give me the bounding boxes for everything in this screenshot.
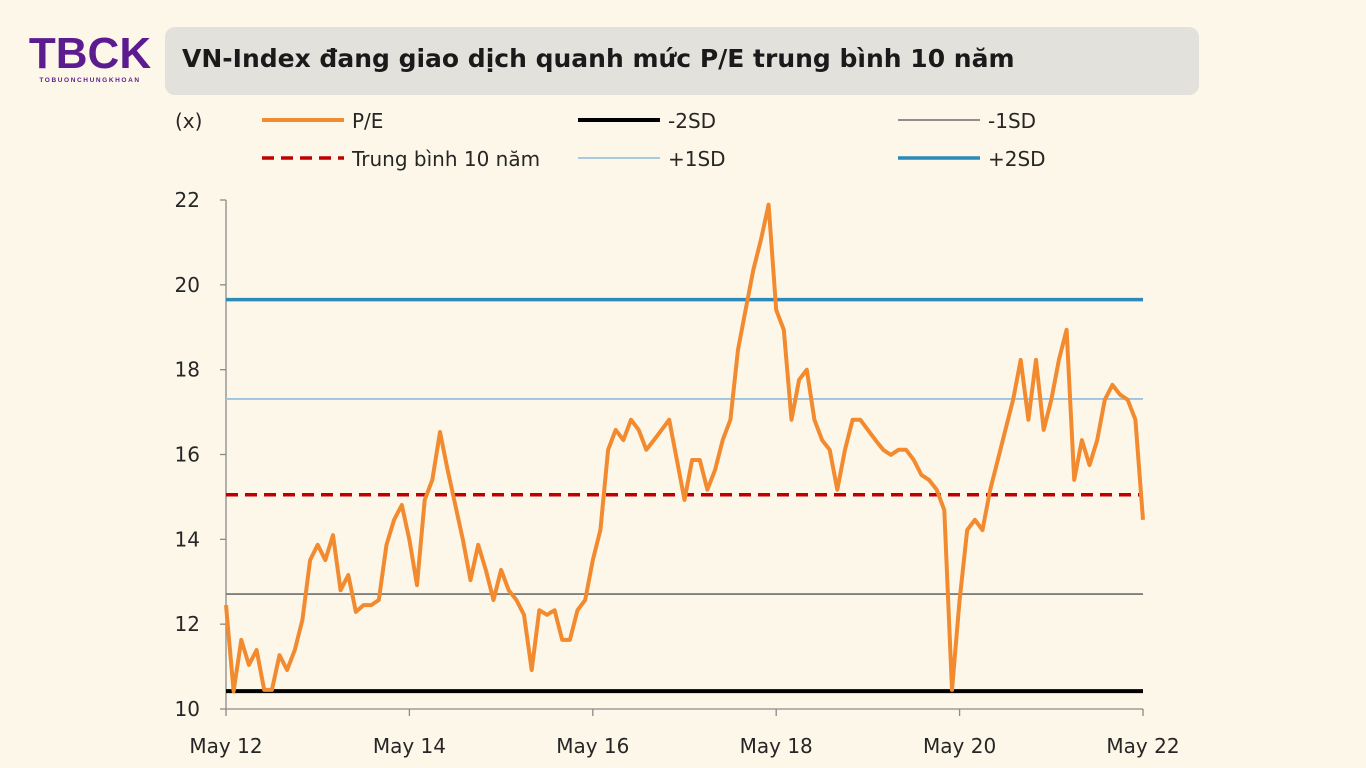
legend: P/E -2SD -1SD Trung bình 10 năm +1SD +2SD (262, 109, 1046, 171)
y-tick-label: 12 (175, 612, 200, 636)
y-tick-label: 10 (175, 697, 200, 721)
x-tick-label: May 18 (740, 734, 813, 758)
legend-label: P/E (352, 109, 383, 133)
logo-text: TBCK (28, 29, 152, 78)
logo: TBCK TOBUONCHUNGKHOAN (22, 29, 158, 85)
pe-series-line (224, 202, 1145, 694)
logo-subtext: TOBUONCHUNGKHOAN (39, 77, 141, 84)
axes: 10 12 14 16 18 20 22 May 12 May 14 May 16 May 18 Ma… (175, 188, 1180, 758)
legend-label: -2SD (668, 109, 716, 133)
y-unit-label: (x) (175, 109, 202, 133)
y-tick-label: 22 (175, 188, 200, 212)
y-tick-label: 14 (175, 527, 200, 551)
x-tick-label: May 22 (1106, 734, 1179, 758)
x-tick-label: May 14 (373, 734, 446, 758)
title-banner: VN-Index đang giao dịch quanh mức P/E tr… (165, 27, 1199, 95)
legend-label: Trung bình 10 năm (351, 147, 540, 171)
y-tick-label: 16 (175, 443, 200, 467)
series (224, 202, 1145, 694)
y-tick-label: 20 (175, 273, 200, 297)
x-tick-label: May 12 (189, 734, 262, 758)
chart-title: VN-Index đang giao dịch quanh mức P/E tr… (182, 44, 1015, 73)
x-tick-label: May 16 (556, 734, 629, 758)
legend-label: +1SD (668, 147, 726, 171)
legend-label: +2SD (988, 147, 1046, 171)
y-tick-label: 18 (175, 358, 200, 382)
x-tick-label: May 20 (923, 734, 996, 758)
legend-label: -1SD (988, 109, 1036, 133)
